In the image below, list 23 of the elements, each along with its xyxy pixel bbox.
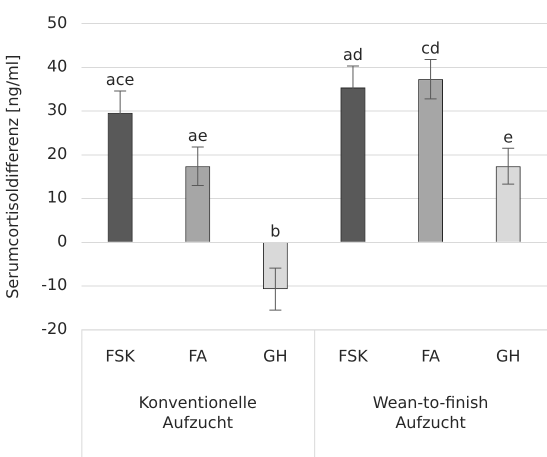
x-tick-label: GH — [496, 346, 520, 366]
data-label: ad — [342, 45, 363, 64]
text: Wean-to-finish Aufzucht — [372, 392, 488, 432]
y-tick-label: 20 — [46, 144, 68, 163]
y-tick-label: 10 — [46, 188, 68, 207]
data-label: b — [270, 221, 280, 240]
y-tick-label: -20 — [41, 318, 68, 338]
data-label: e — [503, 127, 514, 146]
x-tick-label: FA — [188, 346, 208, 366]
y-tick-label: 40 — [46, 56, 68, 76]
y-tick-label: 0 — [57, 231, 68, 250]
data-label: ae — [188, 126, 208, 146]
data-label: ace — [106, 70, 134, 90]
x-tick-label: FSK — [338, 346, 368, 366]
x-tick-label: GH — [263, 346, 288, 366]
x-tick-label: FSK — [105, 346, 136, 366]
y-axis-title: Serumcortisoldifferenz [ng/ml] — [2, 54, 22, 299]
data-label: cd — [421, 38, 440, 58]
text: Konventionelle Aufzucht — [138, 392, 257, 432]
y-tick-label: 30 — [46, 100, 68, 120]
x-tick-label: FA — [421, 346, 440, 366]
y-tick-label: -10 — [41, 275, 68, 294]
y-tick-label: 50 — [46, 12, 68, 32]
